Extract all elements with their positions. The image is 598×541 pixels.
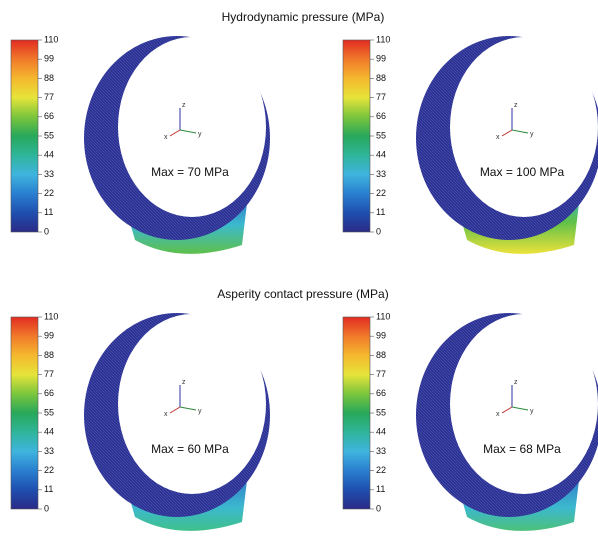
colorbar-label: 110 [376, 34, 390, 44]
colorbar-label: 77 [44, 369, 54, 379]
colorbar-label: 22 [376, 188, 386, 198]
axis-label: z [182, 102, 186, 109]
axis-x [501, 406, 513, 414]
colorbar-label: 88 [376, 73, 386, 83]
panel: 0 11 22 33 44 55 66 77 88 99 110 z y x Max = 60 MPa [10, 311, 270, 531]
colorbar-label: 110 [44, 34, 58, 44]
colorbar-label: 77 [376, 92, 386, 102]
max-annotation: Max = 68 MPa [483, 442, 561, 456]
axis-label: y [530, 131, 534, 138]
colorbar-label: 66 [376, 111, 386, 121]
axis-label: z [514, 379, 518, 386]
colorbar-label: 66 [376, 388, 386, 398]
colorbar-label: 99 [44, 331, 54, 341]
colorbar-label: 55 [376, 130, 386, 140]
colorbar-label: 33 [44, 169, 54, 179]
colorbar-label: 55 [376, 407, 386, 417]
colorbar-label: 110 [44, 311, 58, 321]
ring-inner [450, 314, 598, 494]
colorbar-label: 55 [44, 407, 54, 417]
colorbar-label: 99 [44, 54, 54, 64]
colorbar [10, 39, 39, 233]
colorbar-label: 11 [44, 484, 53, 494]
panel: 0 11 22 33 44 55 66 77 88 99 110 z y x Max = 70 MPa [10, 34, 270, 254]
colorbar-label: 22 [44, 465, 54, 475]
colorbar [10, 316, 39, 510]
colorbar-label: 77 [376, 369, 386, 379]
section-title: Hydrodynamic pressure (MPa) [222, 10, 385, 24]
axis-y [179, 406, 197, 411]
axis-x [501, 129, 513, 137]
colorbar-label: 11 [44, 207, 53, 217]
colorbar-label: 77 [44, 92, 54, 102]
colorbar-label: 88 [44, 73, 54, 83]
ring-inner [118, 314, 266, 494]
colorbar-label: 33 [376, 169, 386, 179]
axis-y [511, 129, 529, 134]
colorbar-label: 110 [376, 311, 390, 321]
colorbar-label: 66 [44, 111, 54, 121]
axis-y [179, 129, 197, 134]
ring-inner [118, 37, 266, 217]
colorbar-label: 0 [44, 503, 49, 513]
axis-label: z [182, 379, 186, 386]
colorbar-label: 44 [376, 427, 386, 437]
section-title: Asperity contact pressure (MPa) [217, 287, 388, 301]
colorbar-label: 44 [44, 427, 54, 437]
colorbar-label: 44 [376, 150, 386, 160]
colorbar [342, 316, 371, 510]
colorbar-label: 99 [376, 331, 386, 341]
axis-label: y [198, 408, 202, 415]
axis-label: x [496, 411, 500, 418]
colorbar-label: 22 [44, 188, 54, 198]
axis-label: x [164, 134, 168, 141]
colorbar-label: 66 [44, 388, 54, 398]
axis-label: y [198, 131, 202, 138]
colorbar-label: 99 [376, 54, 386, 64]
colorbar-label: 33 [44, 446, 54, 456]
colorbar-label: 55 [44, 130, 54, 140]
max-annotation: Max = 70 MPa [151, 165, 229, 179]
axis-label: x [164, 411, 168, 418]
panel: 0 11 22 33 44 55 66 77 88 99 110 z y x Max = 100 MPa [342, 34, 598, 254]
colorbar-label: 22 [376, 465, 386, 475]
axis-label: z [514, 102, 518, 109]
colorbar-label: 44 [44, 150, 54, 160]
axis-label: y [530, 408, 534, 415]
colorbar-label: 33 [376, 446, 386, 456]
ring-inner [450, 37, 598, 217]
max-annotation: Max = 100 MPa [480, 165, 565, 179]
colorbar-label: 0 [376, 226, 381, 236]
colorbar-label: 88 [44, 350, 54, 360]
colorbar-label: 11 [376, 484, 385, 494]
axis-label: x [496, 134, 500, 141]
colorbar-label: 11 [376, 207, 385, 217]
max-annotation: Max = 60 MPa [151, 442, 229, 456]
axis-x [169, 406, 181, 414]
colorbar-label: 0 [376, 503, 381, 513]
colorbar-label: 0 [44, 226, 49, 236]
colorbar-label: 88 [376, 350, 386, 360]
axis-x [169, 129, 181, 137]
colorbar [342, 39, 371, 233]
panel: 0 11 22 33 44 55 66 77 88 99 110 z y x Max = 68 MPa [342, 311, 598, 531]
axis-y [511, 406, 529, 411]
